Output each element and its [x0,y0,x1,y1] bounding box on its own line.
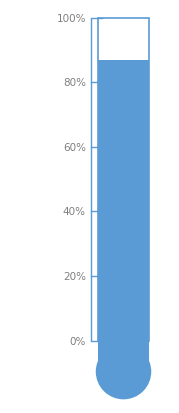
Bar [98,60,149,341]
Text: 20%: 20% [63,271,86,281]
Text: 80%: 80% [63,78,86,88]
Bar [98,19,149,341]
Text: 100%: 100% [56,14,86,24]
Bar [98,339,149,372]
Ellipse shape [96,344,151,399]
Text: 0%: 0% [70,336,86,346]
Text: 60%: 60% [63,142,86,152]
Text: 40%: 40% [63,207,86,217]
